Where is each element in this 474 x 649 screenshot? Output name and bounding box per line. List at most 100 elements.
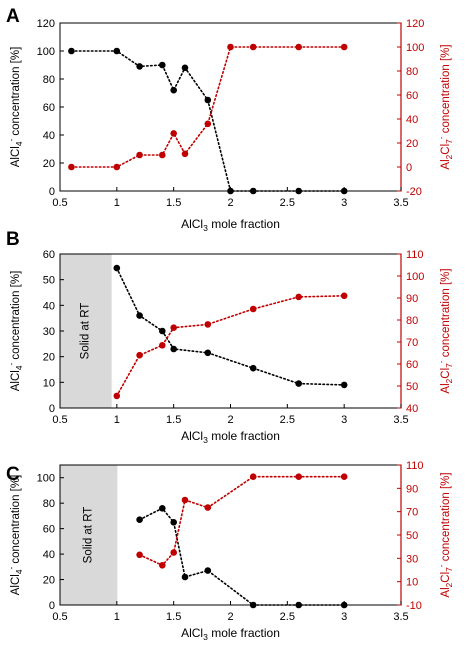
alcl4-point bbox=[136, 516, 143, 523]
y-right-tick-label: 40 bbox=[406, 114, 418, 126]
alcl4-point bbox=[340, 601, 348, 609]
y-left-tick-label: 0 bbox=[49, 600, 55, 612]
y-right-tick-label: 70 bbox=[406, 507, 418, 519]
x-tick-label: 3.5 bbox=[393, 197, 408, 209]
alcl4-point bbox=[68, 47, 75, 55]
x-tick-label: 0.5 bbox=[52, 414, 67, 426]
x-tick-label: 2.5 bbox=[280, 197, 295, 209]
y-left-tick-label: 20 bbox=[43, 575, 55, 587]
x-tick-label: 1 bbox=[114, 197, 120, 209]
al2cl7-point bbox=[295, 43, 303, 51]
alcl4-point bbox=[113, 47, 121, 55]
x-axis-label: AlCl3 mole fraction bbox=[181, 626, 280, 642]
x-tick-label: 1.5 bbox=[166, 611, 181, 623]
alcl4-point bbox=[170, 86, 177, 94]
alcl4-point bbox=[159, 327, 166, 335]
y-right-tick-label: 20 bbox=[406, 138, 418, 150]
alcl4-point bbox=[295, 601, 303, 609]
alcl4-point bbox=[136, 312, 143, 319]
x-axis-label: AlCl3 mole fraction bbox=[181, 429, 280, 445]
panel-letter: A bbox=[6, 6, 20, 27]
x-tick-label: 1 bbox=[114, 611, 120, 623]
y-left-tick-label: 60 bbox=[43, 102, 55, 114]
alcl4-point bbox=[340, 187, 348, 195]
alcl4-point bbox=[295, 187, 303, 195]
alcl4-point bbox=[170, 345, 177, 353]
solid-region bbox=[60, 254, 112, 408]
y-right-tick-label: -10 bbox=[406, 600, 422, 612]
al2cl7-point bbox=[170, 549, 177, 556]
panel-letter: C bbox=[6, 464, 20, 485]
x-tick-label: 3.5 bbox=[393, 414, 408, 426]
y-right-tick-label: 90 bbox=[406, 293, 418, 305]
x-tick-label: 1.5 bbox=[166, 414, 181, 426]
x-tick-label: 2.5 bbox=[280, 611, 295, 623]
alcl4-point bbox=[159, 505, 166, 512]
al2cl7-point bbox=[68, 163, 75, 171]
alcl4-point bbox=[136, 63, 143, 70]
al2cl7-point bbox=[249, 43, 257, 51]
alcl4-point bbox=[159, 61, 166, 69]
al2cl7-point bbox=[113, 163, 121, 171]
x-tick-label: 1 bbox=[114, 414, 120, 426]
panel-a: A 0.5 1 1.5 2 2.5 3 3.5 0 20 40 60 80 100 120 -20 0 20 40 6… bbox=[6, 6, 454, 233]
solid-region bbox=[60, 465, 118, 605]
al2cl7-point bbox=[340, 473, 348, 481]
alcl4-point bbox=[227, 187, 234, 195]
al2cl7-point bbox=[340, 43, 348, 51]
y-right-tick-label: 40 bbox=[406, 403, 418, 415]
y-left-tick-label: 40 bbox=[43, 300, 55, 312]
x-axis-label: AlCl3 mole fraction bbox=[181, 217, 280, 233]
y-left-tick-label: 60 bbox=[43, 249, 55, 261]
y-left-tick-label: 40 bbox=[43, 549, 55, 561]
al2cl7-point bbox=[295, 473, 303, 481]
y-right-tick-label: -20 bbox=[406, 186, 422, 198]
y-right-tick-label: 10 bbox=[406, 577, 418, 589]
y-left-tick-label: 0 bbox=[49, 186, 55, 198]
y-right-tick-label: 30 bbox=[406, 553, 418, 565]
x-tick-label: 2.5 bbox=[280, 414, 295, 426]
y-left-tick-label: 120 bbox=[37, 18, 55, 30]
alcl4-point bbox=[295, 380, 303, 387]
y-left-tick-label: 80 bbox=[43, 498, 55, 510]
panel-b: B Solid at RT 0.5 1 1.5 2 2.5 3 3.5 0 10 20 30 40 50 60… bbox=[6, 229, 454, 445]
al2cl7-series-line bbox=[70, 46, 346, 168]
x-tick-label: 3 bbox=[341, 414, 347, 426]
y-right-tick-label: 50 bbox=[406, 381, 418, 393]
al2cl7-point bbox=[204, 504, 212, 511]
x-tick-label: 0.5 bbox=[52, 197, 67, 209]
y-left-tick-label: 100 bbox=[37, 473, 55, 485]
x-tick-label: 1.5 bbox=[166, 197, 181, 209]
y-left-tick-label: 50 bbox=[43, 275, 55, 287]
y-left-tick-label: 40 bbox=[43, 130, 55, 142]
y-left-tick-label: 80 bbox=[43, 74, 55, 86]
y-right-tick-label: 50 bbox=[406, 530, 418, 542]
y-left-tick-label: 20 bbox=[43, 158, 55, 170]
y-right-tick-label: 90 bbox=[406, 483, 418, 495]
y-right-tick-label: 110 bbox=[406, 249, 424, 261]
y-left-tick-label: 30 bbox=[43, 326, 55, 338]
al2cl7-series-line bbox=[116, 294, 346, 397]
al2cl7-point bbox=[204, 120, 212, 128]
alcl4-point bbox=[181, 573, 189, 581]
x-tick-label: 3 bbox=[341, 197, 347, 209]
x-tick-label: 2 bbox=[227, 414, 233, 426]
x-tick-label: 3 bbox=[341, 611, 347, 623]
panel-letter: B bbox=[6, 229, 20, 250]
alcl4-point bbox=[249, 364, 257, 372]
alcl4-point bbox=[181, 64, 189, 72]
al2cl7-point bbox=[159, 151, 166, 159]
x-tick-label: 3.5 bbox=[393, 611, 408, 623]
alcl4-series-line bbox=[116, 267, 346, 386]
x-tick-label: 0.5 bbox=[52, 611, 67, 623]
y-right-tick-label: 120 bbox=[406, 18, 424, 30]
alcl4-point bbox=[204, 96, 212, 104]
al2cl7-point bbox=[159, 342, 166, 349]
al2cl7-point bbox=[136, 351, 143, 359]
al2cl7-point bbox=[170, 130, 177, 137]
y-right-tick-label: 80 bbox=[406, 315, 418, 327]
alcl4-point bbox=[340, 381, 348, 389]
y-left-tick-label: 60 bbox=[43, 524, 55, 536]
y-right-tick-label: 80 bbox=[406, 66, 418, 78]
